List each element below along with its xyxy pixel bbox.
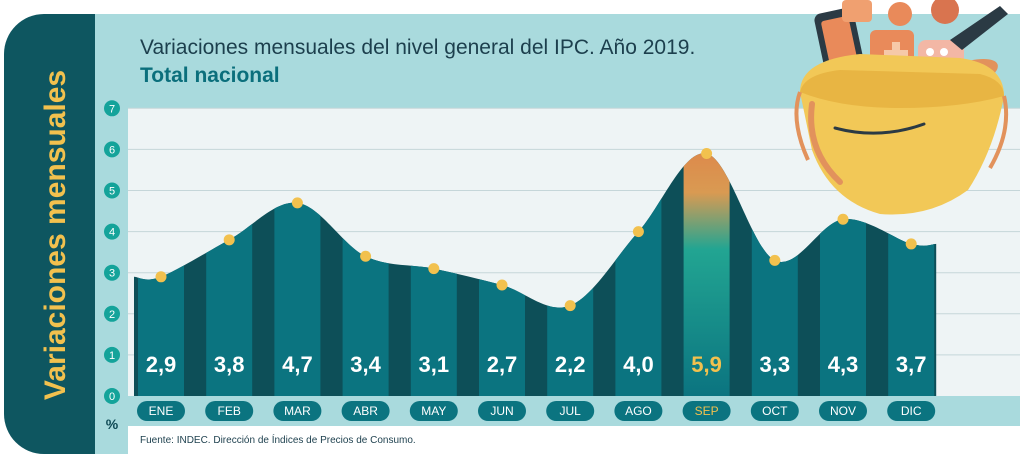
month-label-ago: AGO bbox=[625, 404, 652, 418]
month-pill bbox=[478, 401, 526, 421]
ytick-label: 0 bbox=[109, 391, 115, 403]
point-ene bbox=[155, 271, 167, 283]
value-label-dic: 3,7 bbox=[896, 352, 927, 377]
month-pill bbox=[409, 401, 458, 421]
shopping-basket-illustration bbox=[794, 0, 1009, 215]
value-label-nov: 4,3 bbox=[828, 352, 859, 377]
point-jun bbox=[496, 279, 508, 291]
point-feb bbox=[223, 234, 235, 246]
month-label-oct: OCT bbox=[762, 404, 788, 418]
source-note: Fuente: INDEC. Dirección de Índices de P… bbox=[140, 433, 416, 446]
ytick-label: 5 bbox=[109, 186, 115, 198]
month-label-nov: NOV bbox=[830, 404, 856, 418]
point-sep bbox=[701, 148, 713, 160]
ytick-label: 2 bbox=[109, 309, 115, 321]
month-label-jul: JUL bbox=[560, 404, 582, 418]
vertical-title: Variaciones mensuales bbox=[39, 70, 72, 400]
month-pill bbox=[341, 401, 390, 421]
month-label-dic: DIC bbox=[901, 404, 922, 418]
month-label-may: MAY bbox=[421, 404, 446, 418]
value-label-feb: 3,8 bbox=[214, 352, 245, 377]
ytick-bubble bbox=[104, 346, 120, 363]
point-jul bbox=[564, 300, 576, 312]
value-label-abr: 3,4 bbox=[350, 352, 381, 377]
value-label-ago: 4,0 bbox=[623, 352, 654, 377]
month-label-feb: FEB bbox=[218, 404, 241, 418]
chart-subtitle: Total nacional bbox=[140, 64, 280, 87]
month-pill bbox=[137, 401, 185, 421]
ytick-label: 3 bbox=[109, 268, 115, 280]
ytick-bubble bbox=[104, 388, 120, 404]
month-pill bbox=[750, 401, 799, 421]
point-abr bbox=[360, 250, 372, 262]
month-pill bbox=[546, 401, 595, 421]
value-label-ene: 2,9 bbox=[146, 352, 177, 377]
value-label-sep: 5,9 bbox=[691, 352, 722, 377]
ytick-bubble bbox=[104, 100, 120, 117]
point-dic bbox=[905, 238, 917, 250]
month-label-sep: SEP bbox=[695, 404, 719, 418]
month-label-jun: JUN bbox=[490, 404, 513, 418]
point-oct bbox=[769, 254, 781, 266]
ytick-label: 6 bbox=[109, 144, 115, 156]
point-nov bbox=[837, 213, 849, 225]
month-pill bbox=[614, 401, 663, 421]
month-pill bbox=[819, 401, 867, 421]
month-label-ene: ENE bbox=[149, 404, 174, 418]
ytick-label: 7 bbox=[109, 103, 115, 115]
point-mar bbox=[291, 197, 303, 209]
value-label-jul: 2,2 bbox=[555, 352, 586, 377]
value-label-may: 3,1 bbox=[419, 352, 450, 377]
month-pill bbox=[205, 401, 254, 421]
value-label-jun: 2,7 bbox=[487, 352, 518, 377]
ytick-bubble bbox=[104, 223, 120, 240]
value-label-oct: 3,3 bbox=[760, 352, 791, 377]
month-pill bbox=[682, 401, 731, 421]
ytick-bubble bbox=[104, 182, 120, 199]
chart-title: Variaciones mensuales del nivel general … bbox=[140, 36, 695, 59]
ytick-bubble bbox=[104, 141, 120, 158]
ytick-bubble bbox=[104, 305, 120, 322]
curve-area bbox=[134, 153, 937, 396]
bar-sep bbox=[683, 153, 730, 396]
point-ago bbox=[632, 226, 644, 238]
month-pill bbox=[887, 401, 936, 421]
source-strip bbox=[128, 426, 1020, 454]
month-label-mar: MAR bbox=[284, 404, 311, 418]
ytick-bubble bbox=[104, 264, 120, 281]
value-label-mar: 4,7 bbox=[282, 352, 313, 377]
month-label-abr: ABR bbox=[353, 404, 378, 418]
ytick-label: 4 bbox=[109, 227, 115, 239]
unit-label: % bbox=[106, 416, 119, 432]
month-pill bbox=[273, 401, 322, 421]
point-may bbox=[428, 263, 440, 275]
ytick-label: 1 bbox=[109, 350, 115, 362]
